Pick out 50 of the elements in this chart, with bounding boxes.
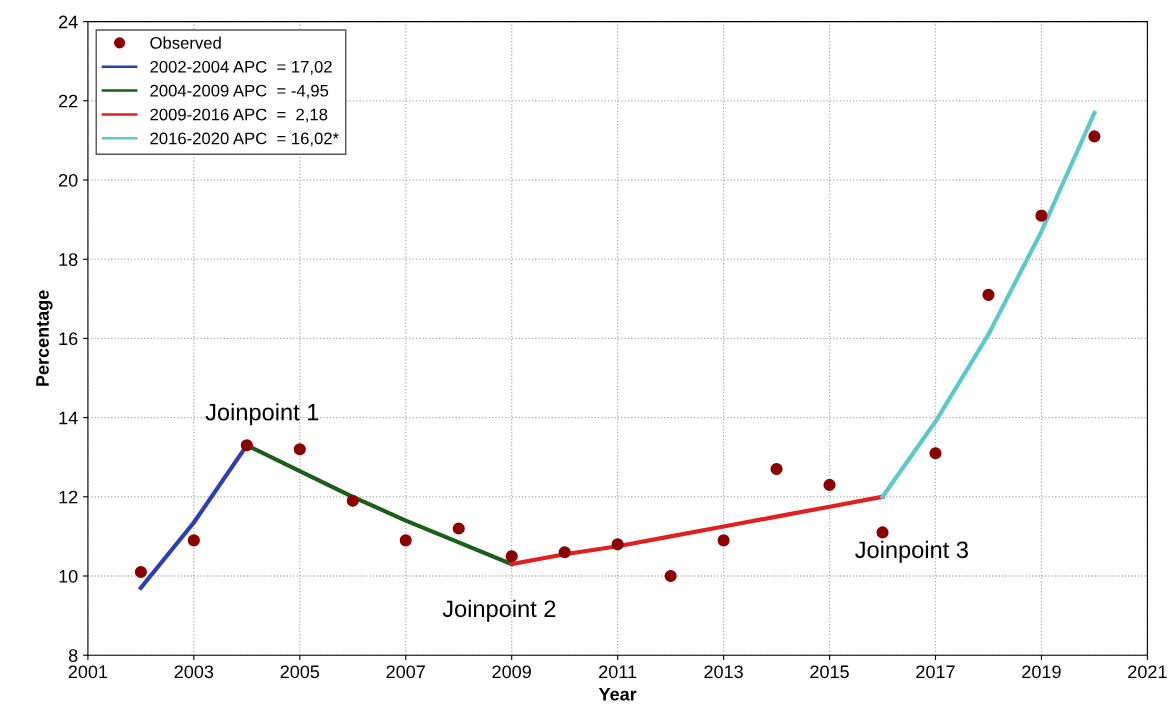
point xyxy=(611,538,624,551)
y-tick-label: 10 xyxy=(59,569,78,583)
x-tick-label: 2003 xyxy=(174,665,214,679)
annotation: Joinpoint 3 xyxy=(855,540,968,563)
y-axis-title: Percentage xyxy=(36,290,53,386)
x-tick-label: 2005 xyxy=(280,665,320,679)
point xyxy=(1088,130,1101,143)
legend-label: Observed xyxy=(150,36,221,49)
x-tick-label: 2017 xyxy=(916,665,955,679)
point xyxy=(452,522,465,535)
x-tick-label: 2013 xyxy=(704,665,743,679)
legend-label: 2016-2020 APC = 16,02* xyxy=(150,132,339,147)
y-tick-label: 12 xyxy=(59,490,78,504)
y-tick-label: 18 xyxy=(59,253,78,266)
legend-label: 2009-2016 APC = 2,18 xyxy=(150,108,328,123)
y-tick-label: 20 xyxy=(59,173,78,187)
y-tick-label: 24 xyxy=(59,15,78,29)
point xyxy=(346,494,359,507)
point xyxy=(876,526,889,539)
x-axis-title: Year xyxy=(598,687,637,701)
point xyxy=(187,534,200,547)
y-tick-label: 22 xyxy=(59,94,78,108)
point xyxy=(982,288,995,301)
point xyxy=(717,534,730,547)
legend-label: 2002-2004 APC = 17,02 xyxy=(150,60,332,75)
point xyxy=(1035,209,1048,222)
point xyxy=(929,447,942,460)
point xyxy=(293,443,306,456)
point xyxy=(664,569,677,583)
annotation: Joinpoint 2 xyxy=(442,599,556,622)
point xyxy=(823,478,836,491)
point xyxy=(770,463,783,476)
annotation: Joinpoint 1 xyxy=(205,403,319,426)
line-series xyxy=(880,110,1097,499)
x-tick-label: 2009 xyxy=(492,665,531,679)
y-tick-label: 14 xyxy=(59,411,78,425)
x-tick-label: 2015 xyxy=(810,665,849,679)
x-tick-label: 2001 xyxy=(68,665,108,679)
point xyxy=(240,439,253,452)
y-tick-label: 8 xyxy=(68,649,78,662)
point xyxy=(399,534,412,547)
x-tick-label: 2019 xyxy=(1022,665,1061,679)
legend-label: 2004-2009 APC = -4,95 xyxy=(150,84,329,99)
x-tick-label: 2007 xyxy=(386,665,425,679)
y-tick-label: 16 xyxy=(59,332,78,346)
x-tick-label: 2011 xyxy=(599,665,637,679)
point xyxy=(558,546,571,559)
point xyxy=(134,565,147,579)
x-tick-label: 2021 xyxy=(1128,665,1167,679)
point xyxy=(505,550,518,563)
